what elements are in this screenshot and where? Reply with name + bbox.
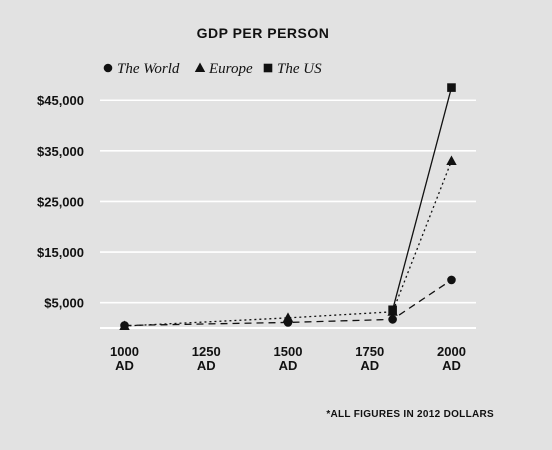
x-tick-label: 1750 xyxy=(355,344,384,359)
x-tick-label: 1000 xyxy=(110,344,139,359)
data-point-europe xyxy=(119,320,130,330)
series-line-europe xyxy=(124,160,453,327)
legend-item-europe: Europe xyxy=(194,61,253,77)
plot-area xyxy=(119,83,457,330)
y-tick-label: $25,000 xyxy=(37,194,84,209)
x-tick-label: AD xyxy=(360,358,379,373)
y-tick-label: $45,000 xyxy=(37,93,84,108)
legend-label: The World xyxy=(117,61,180,77)
series-line-the-world xyxy=(124,279,452,327)
x-tick-label: 1500 xyxy=(274,344,303,359)
x-tick-label: AD xyxy=(115,358,134,373)
x-tick-label: AD xyxy=(197,358,216,373)
x-tick-label: 1250 xyxy=(192,344,221,359)
legend-item-the-world: The World xyxy=(103,61,180,77)
grid xyxy=(100,99,476,329)
legend-label: Europe xyxy=(208,61,253,77)
x-tick-label: AD xyxy=(279,358,298,373)
legend: The World Europe The US xyxy=(103,61,322,77)
legend-triangle-icon xyxy=(194,62,206,72)
data-point-the-world xyxy=(388,315,397,324)
y-axis: $5,000 $15,000 $25,000 $35,000 $45,000 xyxy=(37,93,84,310)
x-tick-label: 2000 xyxy=(437,344,466,359)
x-tick-label: AD xyxy=(442,358,461,373)
series-europe xyxy=(119,155,457,330)
y-tick-label: $35,000 xyxy=(37,144,84,159)
series-the-us xyxy=(388,83,456,315)
chart-title: GDP PER PERSON xyxy=(197,25,330,41)
y-tick-label: $5,000 xyxy=(44,296,84,311)
legend-square-icon xyxy=(263,63,273,73)
series-line-the-us xyxy=(391,87,453,310)
data-point-europe xyxy=(282,312,294,322)
data-point-the-us xyxy=(447,83,456,92)
legend-item-the-us: The US xyxy=(263,61,322,77)
legend-label: The US xyxy=(277,61,322,77)
data-point-the-us xyxy=(388,305,397,315)
y-tick-label: $15,000 xyxy=(37,245,84,260)
legend-circle-icon xyxy=(103,63,113,73)
data-point-europe xyxy=(446,155,457,165)
footnote: *ALL FIGURES IN 2012 DOLLARS xyxy=(326,409,494,420)
data-point-the-world xyxy=(447,275,456,285)
